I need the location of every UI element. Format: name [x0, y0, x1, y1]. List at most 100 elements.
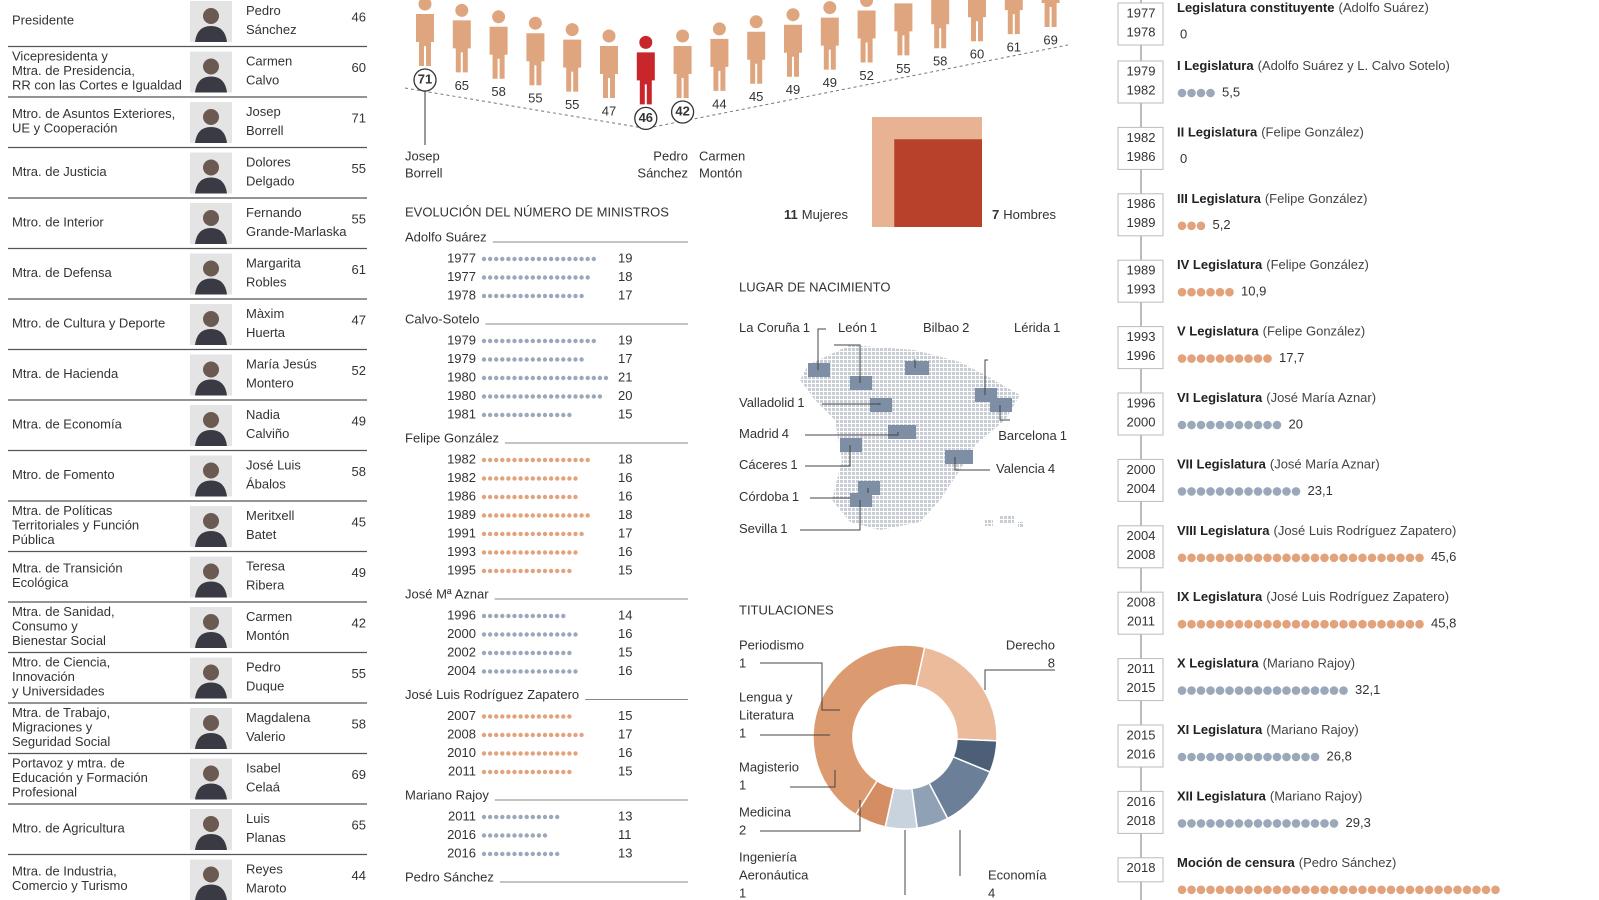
dot — [530, 494, 535, 500]
donut-segment — [854, 779, 895, 828]
dot — [548, 814, 554, 820]
dot — [567, 769, 572, 775]
dot — [561, 338, 566, 344]
dot — [500, 632, 505, 637]
dot — [1177, 553, 1187, 563]
dot — [481, 550, 487, 555]
dot — [567, 732, 572, 738]
row-year: 1996 — [447, 607, 476, 622]
birthplace-name: Valladolid — [739, 395, 794, 410]
legislature-title: II Legislatura (Felipe González) — [1177, 125, 1364, 140]
dot — [536, 833, 542, 838]
dot — [500, 513, 505, 518]
women-share-label: 5,5 — [1222, 84, 1240, 99]
year-start: 2015 — [1127, 727, 1156, 742]
dot — [542, 632, 548, 637]
dot — [555, 632, 560, 637]
dot — [1272, 686, 1282, 695]
row-count: 15 — [618, 763, 632, 778]
dot — [561, 613, 566, 619]
row-year: 1982 — [447, 451, 476, 466]
minister-age: 52 — [352, 363, 366, 378]
dot — [512, 613, 517, 619]
dot — [1215, 752, 1225, 762]
minister-dots — [481, 568, 572, 574]
dot — [487, 375, 493, 381]
year-box — [1117, 2, 1164, 46]
dot — [500, 293, 505, 299]
donut-segment — [812, 644, 926, 816]
dot — [548, 513, 554, 518]
dot — [524, 769, 529, 775]
dot — [1415, 619, 1424, 629]
dot — [1196, 619, 1206, 629]
dot — [530, 513, 535, 518]
row-year: 1979 — [447, 332, 476, 347]
dot — [573, 293, 578, 299]
dot — [494, 375, 499, 381]
figure-head — [786, 8, 800, 22]
dot — [518, 476, 523, 481]
dot — [481, 851, 487, 857]
figure-head — [565, 23, 579, 37]
dot — [1177, 354, 1187, 363]
degree-count: 1 — [739, 885, 746, 900]
dot — [542, 568, 548, 574]
dot — [567, 632, 572, 637]
dot — [1282, 553, 1291, 563]
minister-post: RR con las Cortes e Igualdad — [12, 77, 182, 92]
birthplace-count: 1 — [790, 457, 797, 472]
dot — [1234, 885, 1244, 895]
dot — [1263, 752, 1272, 762]
dot — [1377, 553, 1386, 563]
dot — [1187, 88, 1196, 98]
row-count: 16 — [618, 745, 632, 760]
figure-body — [673, 46, 692, 98]
dot — [567, 714, 572, 719]
dot — [518, 714, 523, 719]
minister-name: Carmen — [246, 53, 292, 68]
dot — [597, 394, 603, 399]
photo-head — [203, 563, 219, 580]
minister-dots — [481, 513, 590, 518]
dot — [500, 751, 505, 756]
row-year: 1995 — [447, 562, 476, 577]
dot — [1225, 487, 1234, 496]
dot — [561, 732, 566, 738]
minister-age: 55 — [352, 161, 366, 176]
dot — [530, 550, 535, 555]
dot — [1196, 221, 1206, 231]
minister-post: Migraciones y — [12, 719, 93, 734]
person-figure — [1041, 0, 1060, 27]
figure-body — [784, 24, 802, 77]
dot — [500, 394, 505, 399]
callout-name: Montón — [699, 165, 742, 180]
dot — [1196, 487, 1206, 496]
legislature-leader: (José María Aznar) — [1270, 457, 1380, 472]
dot — [536, 851, 542, 857]
row-year: 1989 — [447, 507, 476, 522]
dot — [1215, 819, 1225, 828]
degree-count: 4 — [988, 885, 995, 900]
figure-body — [636, 52, 655, 105]
row-year: 2002 — [447, 644, 476, 659]
row-count: 20 — [618, 388, 632, 403]
dot — [506, 338, 511, 344]
dot — [494, 751, 499, 756]
birthplace-area — [888, 425, 916, 439]
dot — [487, 275, 493, 280]
dot — [481, 357, 487, 362]
dot — [487, 568, 493, 574]
dot — [542, 669, 548, 674]
dot — [1206, 819, 1215, 828]
dot — [530, 531, 535, 537]
dot — [536, 357, 542, 362]
dot — [500, 457, 505, 463]
figure-body — [931, 0, 950, 49]
minister-age: 60 — [352, 60, 366, 75]
dot — [1377, 885, 1386, 895]
dot — [561, 375, 566, 381]
dot — [1187, 619, 1196, 629]
dot — [500, 275, 505, 280]
photo-head — [203, 8, 219, 24]
